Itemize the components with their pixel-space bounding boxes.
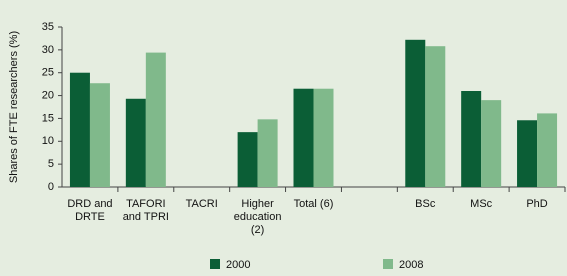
y-tick-label: 5 bbox=[48, 158, 54, 170]
bar bbox=[69, 72, 90, 187]
bar bbox=[481, 100, 502, 187]
legend-label: 2008 bbox=[399, 259, 423, 271]
legend-swatch bbox=[383, 259, 393, 269]
y-tick-label: 25 bbox=[42, 67, 54, 79]
y-axis-title: Shares of FTE researchers (%) bbox=[8, 31, 20, 183]
x-tick-label: MSc bbox=[470, 198, 493, 210]
y-tick-label: 15 bbox=[42, 112, 54, 124]
bar bbox=[237, 132, 258, 187]
bar bbox=[257, 119, 278, 187]
bar bbox=[517, 120, 538, 187]
x-tick-label: PhD bbox=[526, 198, 548, 210]
bar bbox=[125, 98, 146, 187]
bar bbox=[89, 83, 110, 187]
legend-label: 2000 bbox=[226, 259, 250, 271]
y-tick-label: 30 bbox=[42, 44, 54, 56]
x-tick-label: TAFORI and TPRI bbox=[122, 198, 169, 223]
legend-swatch bbox=[210, 259, 220, 269]
x-tick-label: TACRI bbox=[185, 198, 218, 210]
bar bbox=[405, 39, 426, 187]
x-tick-label: DRD and DRTE bbox=[67, 198, 113, 223]
bar bbox=[313, 88, 334, 187]
bar bbox=[537, 113, 558, 187]
bar bbox=[145, 52, 166, 187]
x-tick-label: BSc bbox=[415, 198, 436, 210]
y-tick-label: 20 bbox=[42, 89, 54, 101]
y-tick-label: 0 bbox=[48, 181, 54, 193]
bar bbox=[293, 88, 314, 187]
x-tick-label: Total (6) bbox=[293, 198, 334, 210]
y-tick-label: 10 bbox=[42, 135, 54, 147]
y-tick-label: 35 bbox=[42, 21, 54, 33]
bar bbox=[425, 46, 446, 188]
x-tick-label: Higher education (2) bbox=[233, 198, 282, 236]
bar bbox=[461, 91, 482, 187]
